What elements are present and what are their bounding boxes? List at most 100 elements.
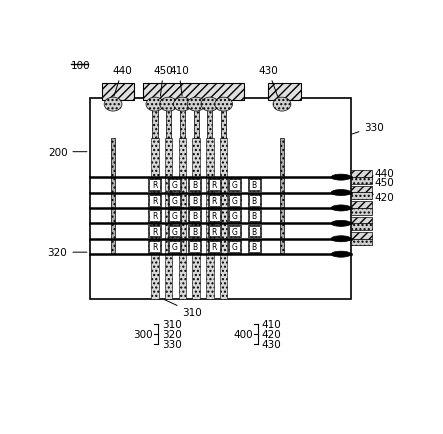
Text: 310: 310 xyxy=(162,319,182,329)
Bar xyxy=(148,225,161,238)
Bar xyxy=(206,139,214,299)
Ellipse shape xyxy=(331,175,351,181)
Bar xyxy=(149,180,160,191)
Bar xyxy=(351,171,372,178)
Bar xyxy=(229,211,240,221)
Text: G: G xyxy=(171,196,178,205)
Text: R: R xyxy=(152,227,157,236)
Ellipse shape xyxy=(187,98,205,112)
Text: 410: 410 xyxy=(169,66,189,97)
Bar xyxy=(208,225,221,238)
Text: 450: 450 xyxy=(154,66,173,97)
Bar xyxy=(229,195,240,206)
Text: 100: 100 xyxy=(71,60,90,70)
Bar xyxy=(188,179,201,192)
Bar xyxy=(248,179,260,192)
Bar xyxy=(351,202,372,208)
Bar xyxy=(169,195,180,206)
Bar xyxy=(169,242,180,252)
Bar xyxy=(102,84,134,101)
Bar xyxy=(188,225,201,238)
Text: R: R xyxy=(212,212,217,220)
Ellipse shape xyxy=(331,236,351,242)
Text: G: G xyxy=(171,243,178,251)
Bar xyxy=(152,108,158,139)
Text: 330: 330 xyxy=(352,122,384,135)
Text: B: B xyxy=(252,243,257,251)
Bar xyxy=(192,139,200,299)
Text: G: G xyxy=(171,181,178,190)
Bar xyxy=(148,194,161,207)
Text: G: G xyxy=(231,227,237,236)
Bar xyxy=(148,240,161,253)
Bar xyxy=(228,179,241,192)
Bar xyxy=(248,225,260,238)
Text: 310: 310 xyxy=(164,300,202,318)
Ellipse shape xyxy=(331,190,351,196)
Bar xyxy=(168,225,181,238)
Text: 330: 330 xyxy=(162,339,182,349)
Bar xyxy=(209,211,220,221)
Ellipse shape xyxy=(201,98,219,112)
Bar xyxy=(166,108,171,139)
Bar xyxy=(165,139,172,299)
Bar xyxy=(188,240,201,253)
Bar xyxy=(189,242,200,252)
Text: G: G xyxy=(171,212,178,220)
Bar xyxy=(351,193,372,200)
Bar xyxy=(168,179,181,192)
Text: 440: 440 xyxy=(375,169,394,179)
Bar xyxy=(229,180,240,191)
Text: 320: 320 xyxy=(48,248,87,257)
Text: B: B xyxy=(252,227,257,236)
Text: G: G xyxy=(231,212,237,220)
Text: B: B xyxy=(252,196,257,205)
Bar xyxy=(207,108,213,139)
Bar xyxy=(148,179,161,192)
Ellipse shape xyxy=(215,98,233,112)
Text: R: R xyxy=(212,181,217,190)
Bar xyxy=(180,108,185,139)
Text: B: B xyxy=(192,243,197,251)
Bar xyxy=(248,194,260,207)
Text: R: R xyxy=(212,227,217,236)
Bar xyxy=(248,240,260,253)
Text: 430: 430 xyxy=(258,66,278,97)
Bar xyxy=(249,226,260,237)
Bar xyxy=(169,180,180,191)
Bar xyxy=(208,240,221,253)
Text: 300: 300 xyxy=(134,329,153,339)
Bar xyxy=(149,211,160,221)
Bar xyxy=(168,210,181,223)
Bar xyxy=(208,179,221,192)
Bar xyxy=(111,139,116,254)
Bar xyxy=(209,195,220,206)
Bar xyxy=(221,108,226,139)
Bar xyxy=(189,195,200,206)
Text: R: R xyxy=(152,196,157,205)
Bar xyxy=(149,195,160,206)
Text: B: B xyxy=(192,196,197,205)
Text: R: R xyxy=(212,243,217,251)
Ellipse shape xyxy=(331,205,351,211)
Bar xyxy=(220,139,227,299)
Text: G: G xyxy=(171,227,178,236)
Text: 200: 200 xyxy=(48,148,87,157)
Bar xyxy=(194,108,199,139)
Ellipse shape xyxy=(273,98,291,112)
Bar xyxy=(189,226,200,237)
Bar xyxy=(351,224,372,230)
Ellipse shape xyxy=(331,252,351,258)
Bar xyxy=(351,233,372,239)
Bar xyxy=(229,242,240,252)
Bar xyxy=(208,194,221,207)
Text: 410: 410 xyxy=(261,319,281,329)
Text: B: B xyxy=(252,181,257,190)
Ellipse shape xyxy=(331,221,351,227)
Bar xyxy=(351,217,372,224)
Bar xyxy=(179,139,186,299)
Ellipse shape xyxy=(174,98,191,112)
Bar xyxy=(209,242,220,252)
Bar xyxy=(268,84,301,101)
Bar xyxy=(228,210,241,223)
